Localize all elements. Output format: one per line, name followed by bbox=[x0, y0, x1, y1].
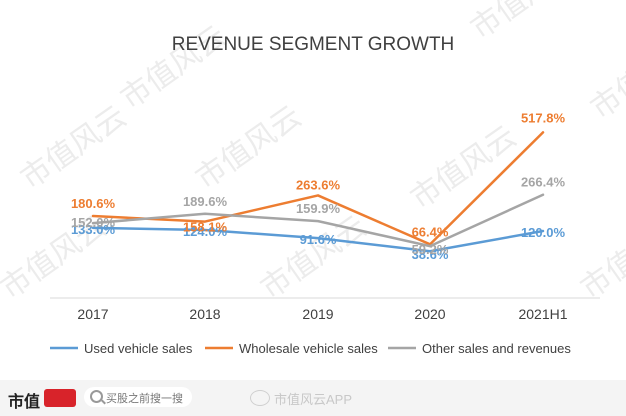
x-tick-label-1: 2018 bbox=[189, 306, 220, 322]
x-tick-label-0: 2017 bbox=[77, 306, 108, 322]
data-label-s0-p0: 133.0% bbox=[71, 222, 116, 237]
weibo-icon bbox=[250, 390, 270, 406]
x-tick-label-4: 2021H1 bbox=[518, 306, 567, 322]
search-box[interactable]: 买股之前搜一搜 bbox=[84, 387, 192, 407]
data-label-s1-p0: 180.6% bbox=[71, 196, 116, 211]
data-label-s0-p4: 120.0% bbox=[521, 225, 566, 240]
series-line-2 bbox=[91, 193, 545, 248]
legend-label-2: Other sales and revenues bbox=[422, 341, 571, 356]
watermark-text-7: 市值风云 bbox=[575, 209, 626, 306]
footer-bar: 市值 买股之前搜一搜 市值风云APP bbox=[0, 380, 626, 416]
brand-logo: 市值 bbox=[8, 392, 41, 411]
data-labels: 133.0% 124.0% 91.6% 38.6% 120.0% 180.6% 158.1%… bbox=[71, 110, 566, 262]
data-label-s2-p1: 189.6% bbox=[183, 194, 228, 209]
legend: Used vehicle sales Wholesale vehicle sale… bbox=[50, 341, 571, 356]
watermark-text-6: 市值风云 bbox=[585, 29, 626, 126]
legend-label-0: Used vehicle sales bbox=[84, 341, 193, 356]
search-icon bbox=[90, 390, 103, 403]
legend-label-1: Wholesale vehicle sales bbox=[239, 341, 378, 356]
data-label-s0-p3: 38.6% bbox=[412, 247, 449, 262]
data-label-s1-p3: 66.4% bbox=[412, 224, 449, 239]
data-label-s1-p1: 158.1% bbox=[183, 220, 228, 235]
watermark-text-3: 市值风云 bbox=[15, 99, 133, 196]
data-label-s2-p2: 159.9% bbox=[296, 201, 341, 216]
search-placeholder: 买股之前搜一搜 bbox=[106, 393, 183, 405]
series-line-0 bbox=[91, 226, 545, 253]
data-label-s1-p2: 263.6% bbox=[296, 177, 341, 192]
series-lines bbox=[91, 131, 545, 253]
chart-title: REVENUE SEGMENT GROWTH bbox=[172, 34, 455, 55]
data-label-s1-p4: 517.8% bbox=[521, 110, 566, 125]
series-line-1 bbox=[91, 131, 545, 246]
watermark-text-5: 市值风云 bbox=[405, 119, 523, 216]
data-label-s0-p1: 124.0% bbox=[183, 224, 228, 239]
x-tick-label-3: 2020 bbox=[414, 306, 445, 322]
data-label-s2-p3: 59.2% bbox=[412, 242, 449, 257]
data-label-s0-p2: 91.6% bbox=[300, 232, 337, 247]
data-label-s2-p0: 152.0% bbox=[71, 215, 116, 230]
x-tick-labels: 2017 2018 2019 2020 2021H1 bbox=[77, 306, 567, 322]
x-tick-label-2: 2019 bbox=[302, 306, 333, 322]
brand-logo-mark bbox=[44, 389, 76, 407]
watermark-text-1: 市值风云 bbox=[190, 99, 308, 196]
data-label-s2-p4: 266.4% bbox=[521, 175, 566, 190]
watermark-text-2: 市值风云 bbox=[255, 209, 373, 306]
footer-watermark: 市值风云APP bbox=[274, 392, 353, 407]
line-chart: 市值风云市值风云市值风云市值风云市值风云市值风云市值风云市值风云市值风云 REV… bbox=[0, 0, 626, 356]
watermark-text-4: 市值风云 bbox=[465, 0, 583, 47]
